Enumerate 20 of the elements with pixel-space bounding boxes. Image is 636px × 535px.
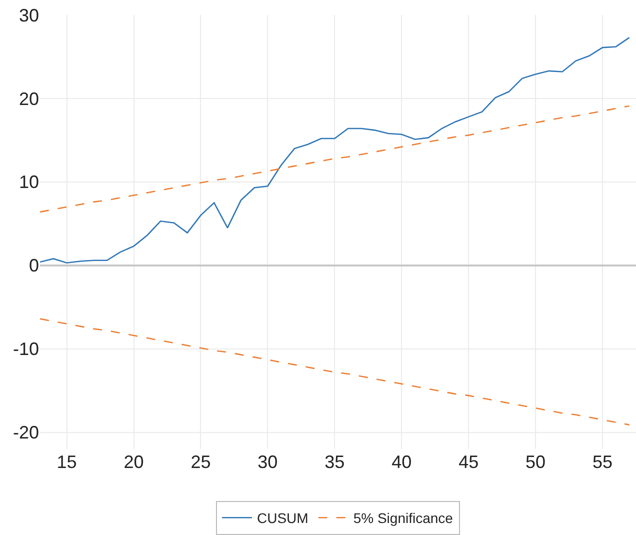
line-series bbox=[40, 36, 630, 264]
y-tick-label: 30 bbox=[18, 5, 39, 26]
x-tick-label: 35 bbox=[324, 452, 345, 472]
x-tick-label: 30 bbox=[258, 452, 278, 472]
x-tick-label: 20 bbox=[124, 452, 144, 472]
legend-label: CUSUM bbox=[257, 510, 308, 526]
y-tick-label: 20 bbox=[18, 88, 39, 109]
line-series bbox=[40, 105, 630, 213]
x-tick-label: 15 bbox=[56, 452, 77, 472]
line-series bbox=[40, 318, 630, 426]
y-tick-label: -10 bbox=[12, 339, 39, 360]
y-tick-label: -20 bbox=[12, 422, 39, 443]
y-tick-label: 0 bbox=[28, 256, 39, 276]
legend-label: 5% Significance bbox=[353, 510, 454, 526]
x-tick-label: 55 bbox=[592, 452, 613, 472]
x-tick-label: 45 bbox=[458, 452, 479, 472]
y-tick-label: 10 bbox=[18, 172, 39, 192]
x-tick-label: 50 bbox=[526, 452, 546, 472]
x-tick-label: 40 bbox=[392, 452, 412, 472]
x-tick-label: 25 bbox=[190, 452, 211, 472]
